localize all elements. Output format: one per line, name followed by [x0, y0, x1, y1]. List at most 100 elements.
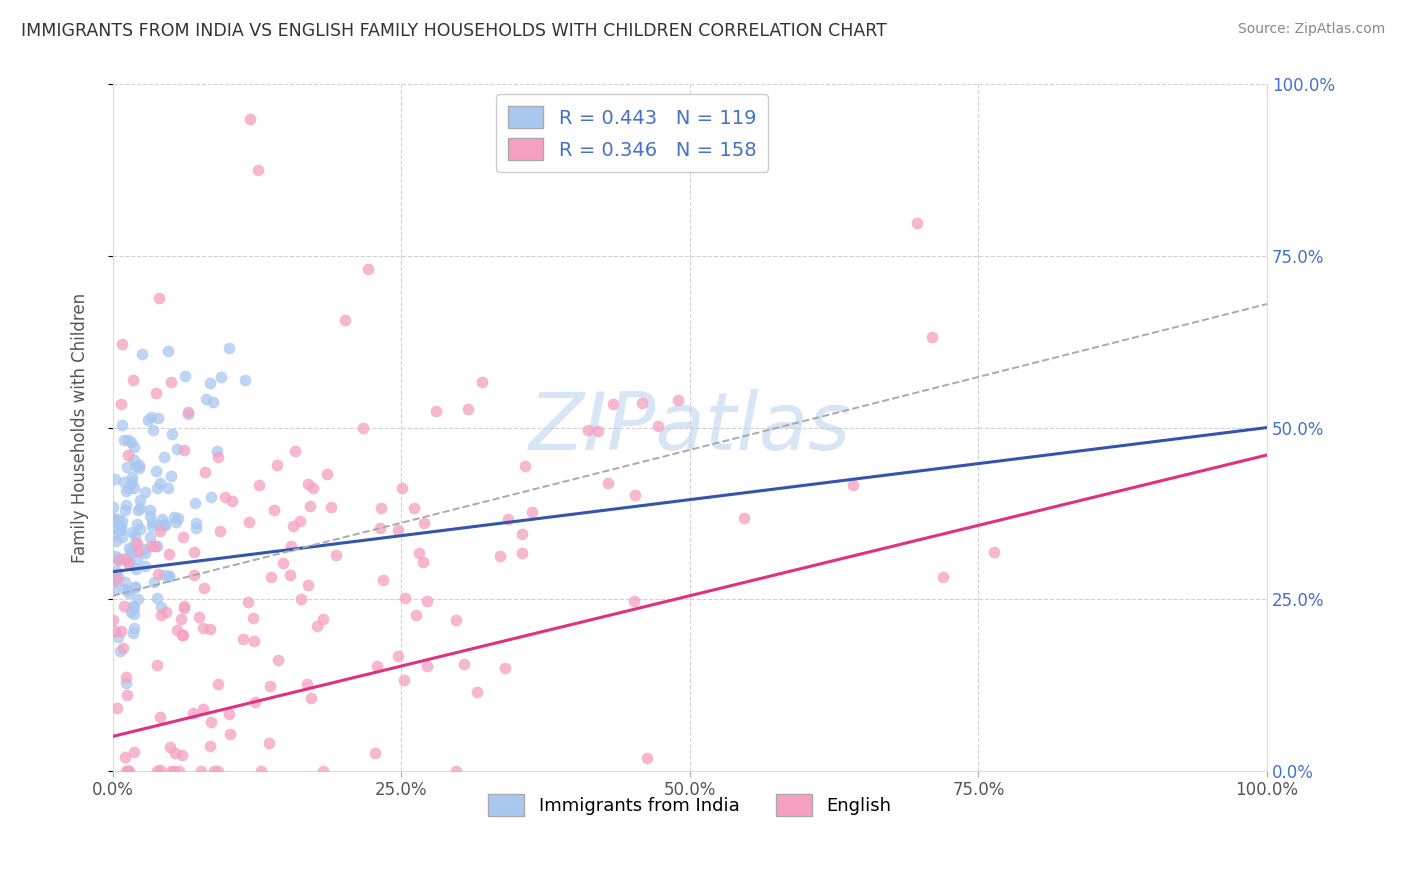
Point — [122, 373, 145, 387]
Point — [188, 609, 211, 624]
Point — [247, 478, 270, 492]
Point — [200, 490, 222, 504]
Point — [134, 558, 156, 573]
Point — [104, 574, 127, 589]
Point — [146, 657, 169, 672]
Point — [415, 659, 437, 673]
Point — [259, 679, 281, 693]
Y-axis label: Family Households with Children: Family Households with Children — [72, 293, 89, 563]
Point — [107, 553, 129, 567]
Point — [118, 481, 141, 495]
Point — [184, 496, 207, 510]
Point — [122, 600, 145, 615]
Point — [387, 649, 409, 664]
Legend: Immigrants from India, English: Immigrants from India, English — [481, 787, 898, 823]
Point — [146, 567, 169, 582]
Point — [166, 442, 188, 457]
Point — [218, 727, 240, 741]
Point — [149, 524, 172, 538]
Point — [120, 542, 142, 557]
Point — [299, 499, 322, 513]
Point — [121, 599, 143, 613]
Point — [325, 549, 347, 563]
Point — [520, 505, 543, 519]
Point — [110, 624, 132, 638]
Point — [107, 569, 129, 583]
Point — [366, 659, 388, 673]
Point — [120, 606, 142, 620]
Point — [125, 562, 148, 576]
Point — [209, 370, 232, 384]
Point — [218, 706, 240, 721]
Point — [118, 586, 141, 600]
Point — [107, 631, 129, 645]
Point — [149, 599, 172, 614]
Point — [733, 511, 755, 525]
Point — [118, 764, 141, 778]
Point — [117, 448, 139, 462]
Point — [114, 749, 136, 764]
Point — [453, 657, 475, 672]
Point — [124, 536, 146, 550]
Point — [128, 493, 150, 508]
Point — [510, 526, 533, 541]
Point — [257, 736, 280, 750]
Point — [125, 517, 148, 532]
Point — [169, 764, 191, 778]
Point — [647, 419, 669, 434]
Point — [124, 528, 146, 542]
Point — [121, 545, 143, 559]
Point — [103, 613, 125, 627]
Point — [124, 581, 146, 595]
Point — [598, 476, 620, 491]
Point — [143, 539, 166, 553]
Point — [149, 475, 172, 490]
Point — [117, 541, 139, 555]
Point — [263, 503, 285, 517]
Point — [471, 375, 494, 389]
Point — [124, 607, 146, 621]
Point — [184, 516, 207, 530]
Point — [394, 591, 416, 605]
Point — [108, 552, 131, 566]
Point — [236, 595, 259, 609]
Point — [245, 695, 267, 709]
Point — [391, 481, 413, 495]
Point — [631, 396, 654, 410]
Point — [159, 375, 181, 389]
Point — [112, 434, 135, 448]
Point — [139, 530, 162, 544]
Point — [172, 529, 194, 543]
Point — [104, 624, 127, 639]
Point — [129, 501, 152, 516]
Point — [357, 262, 380, 277]
Point — [405, 607, 427, 622]
Point — [191, 621, 214, 635]
Point — [364, 746, 387, 760]
Point — [111, 640, 134, 655]
Point — [302, 481, 325, 495]
Point — [842, 478, 865, 492]
Point — [104, 519, 127, 533]
Point — [247, 163, 270, 178]
Point — [105, 533, 128, 548]
Point — [110, 523, 132, 537]
Point — [111, 530, 134, 544]
Point — [198, 376, 221, 390]
Point — [387, 523, 409, 537]
Point — [108, 644, 131, 658]
Point — [166, 624, 188, 638]
Point — [190, 764, 212, 778]
Point — [125, 552, 148, 566]
Point — [127, 592, 149, 607]
Point — [496, 512, 519, 526]
Point — [148, 291, 170, 305]
Point — [636, 751, 658, 765]
Point — [155, 517, 177, 532]
Point — [112, 599, 135, 614]
Point — [103, 582, 125, 597]
Point — [104, 564, 127, 578]
Point — [250, 764, 273, 778]
Point — [145, 464, 167, 478]
Point — [146, 591, 169, 605]
